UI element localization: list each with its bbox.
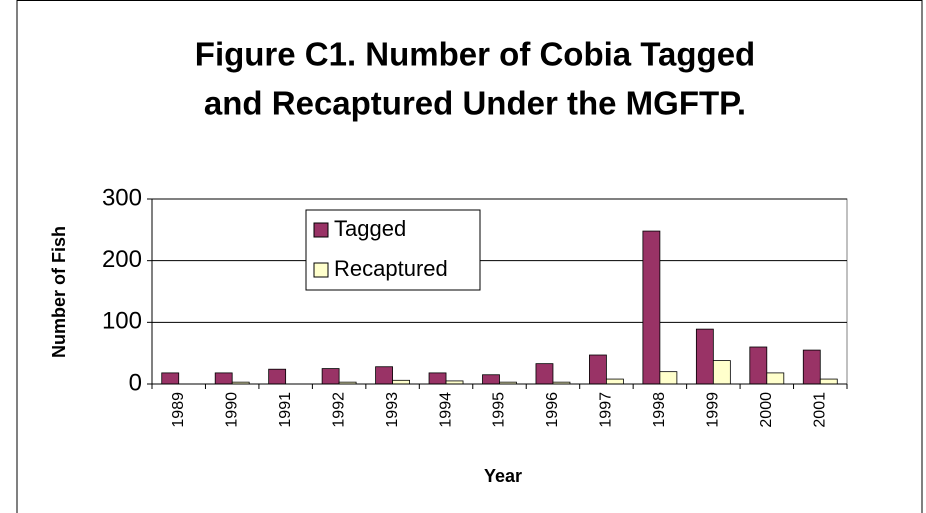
bar (695, 328, 714, 385)
y-tick-label: 0 (129, 369, 142, 396)
bar (482, 374, 500, 385)
x-tick-label: 1991 (277, 392, 294, 428)
x-tick-label: 1992 (330, 392, 347, 428)
bar (428, 372, 447, 385)
x-tick-label: 1998 (651, 392, 668, 428)
bar (268, 368, 287, 385)
bar (392, 379, 410, 385)
legend-label: Recaptured (334, 256, 448, 281)
bar (749, 346, 768, 385)
bar (659, 371, 678, 385)
bar (535, 363, 554, 385)
legend-swatch (313, 262, 329, 278)
bar (321, 368, 340, 385)
legend (305, 209, 481, 291)
x-tick-label: 1999 (705, 392, 722, 428)
x-tick-label: 1995 (491, 392, 508, 428)
x-tick-label: 2000 (758, 392, 775, 428)
bar (802, 349, 821, 385)
legend-swatch (313, 222, 329, 238)
bar (606, 378, 624, 385)
bar (214, 372, 233, 385)
plot-area (151, 198, 848, 385)
y-tick-label: 300 (102, 184, 142, 211)
x-tick-label: 1996 (544, 392, 561, 428)
x-tick-label: 1993 (384, 392, 401, 428)
bar (642, 230, 661, 385)
bar (589, 354, 607, 385)
bar (161, 372, 180, 385)
bar (766, 372, 785, 385)
y-axis-title: Number of Fish (49, 226, 69, 358)
bar (819, 378, 838, 385)
x-tick-label: 1990 (223, 392, 240, 428)
legend-label: Tagged (334, 216, 406, 241)
x-tick-label: 1989 (170, 392, 187, 428)
x-tick-label: 1994 (437, 392, 454, 428)
bar (712, 360, 731, 385)
x-axis-title: Year (484, 466, 522, 486)
y-tick-label: 200 (102, 246, 142, 273)
x-tick-label: 1997 (598, 392, 615, 428)
chart-title: Figure C1. Number of Cobia Tagged (195, 36, 755, 73)
bar (375, 366, 393, 385)
x-tick-label: 2001 (811, 392, 828, 428)
y-tick-label: 100 (102, 308, 142, 335)
chart-title: and Recaptured Under the MGFTP. (204, 85, 746, 122)
